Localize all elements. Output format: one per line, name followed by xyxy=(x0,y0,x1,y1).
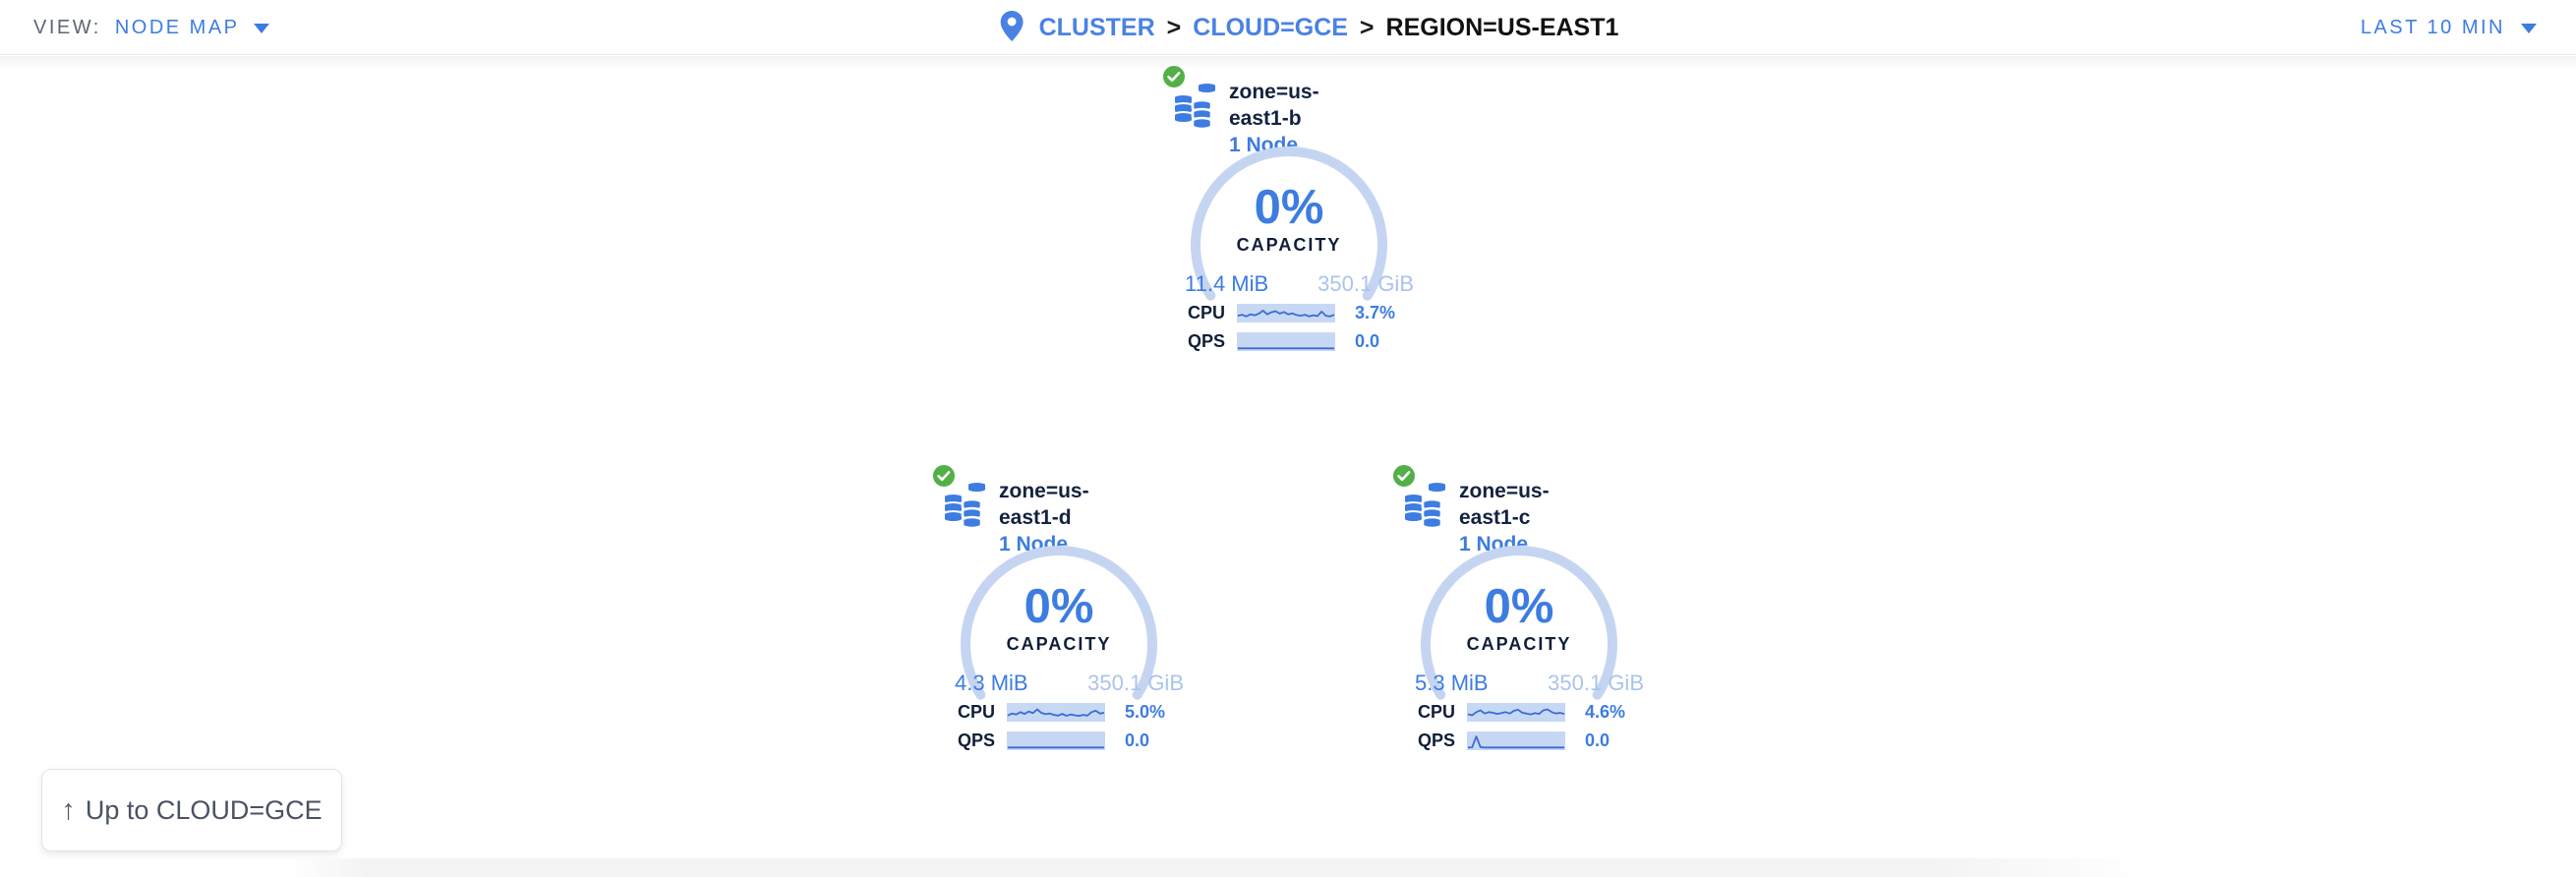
up-button-label: Up to CLOUD=GCE xyxy=(85,794,322,825)
qps-label: QPS xyxy=(957,730,995,750)
cpu-label: CPU xyxy=(957,701,995,722)
cpu-value: 4.6% xyxy=(1585,701,1626,722)
qps-metric-row: QPS 0.0 xyxy=(930,731,1188,750)
breadcrumb-separator: > xyxy=(1359,13,1375,41)
view-selected-value: NODE MAP xyxy=(114,16,240,38)
healthy-check-icon xyxy=(931,463,957,489)
capacity-used-value: 11.4 MiB xyxy=(1185,271,1269,296)
capacity-used-value: 4.3 MiB xyxy=(955,671,1028,695)
cpu-metric-row: CPU 4.6% xyxy=(1390,702,1648,722)
zone-card-titles: zone=us-east1-c 1 Node xyxy=(1459,478,1550,557)
capacity-label: CAPACITY xyxy=(1006,634,1112,654)
up-to-parent-button[interactable]: ↑ Up to CLOUD=GCE xyxy=(41,769,342,851)
capacity-values-row: 11.4 MiB 350.1 GiB xyxy=(1185,271,1414,297)
capacity-label: CAPACITY xyxy=(1236,235,1342,255)
qps-sparkline xyxy=(1237,331,1335,351)
view-selector[interactable]: VIEW: NODE MAP xyxy=(33,0,269,55)
zone-title: zone=us-east1-b xyxy=(1229,81,1319,130)
cpu-value: 5.0% xyxy=(1125,701,1166,722)
qps-label: QPS xyxy=(1187,330,1225,351)
breadcrumb-item-cloud-gce[interactable]: CLOUD=GCE xyxy=(1193,13,1348,41)
chevron-down-icon xyxy=(253,24,269,33)
cpu-value: 3.7% xyxy=(1355,302,1396,322)
cpu-sparkline xyxy=(1237,303,1335,322)
qps-label: QPS xyxy=(1417,730,1455,750)
capacity-values-row: 4.3 MiB 350.1 GiB xyxy=(955,671,1184,696)
capacity-total-value: 350.1 GiB xyxy=(1548,671,1644,695)
capacity-percent: 0% xyxy=(1024,580,1094,633)
breadcrumb-separator: > xyxy=(1166,13,1182,41)
capacity-percent: 0% xyxy=(1484,580,1554,633)
cpu-metric-row: CPU 3.7% xyxy=(1160,303,1418,322)
database-stack-icon xyxy=(943,482,987,530)
capacity-gauge: 0% CAPACITY xyxy=(1416,541,1622,747)
qps-value: 0.0 xyxy=(1585,730,1610,750)
location-pin-icon xyxy=(1000,10,1024,41)
cpu-metric-row: CPU 5.0% xyxy=(930,702,1188,722)
capacity-percent: 0% xyxy=(1254,181,1324,234)
up-arrow-icon: ↑ xyxy=(61,793,76,826)
capacity-total-value: 350.1 GiB xyxy=(1317,271,1414,296)
breadcrumb-item-cluster[interactable]: CLUSTER xyxy=(1038,13,1155,41)
qps-sparkline xyxy=(1007,731,1105,750)
qps-metric-row: QPS 0.0 xyxy=(1390,731,1648,750)
time-range-value: LAST 10 MIN xyxy=(2360,16,2505,38)
capacity-total-value: 350.1 GiB xyxy=(1087,671,1184,695)
qps-value: 0.0 xyxy=(1125,730,1150,750)
capacity-values-row: 5.3 MiB 350.1 GiB xyxy=(1415,671,1644,696)
database-stack-icon xyxy=(1403,482,1447,530)
capacity-used-value: 5.3 MiB xyxy=(1415,671,1489,695)
cpu-label: CPU xyxy=(1417,701,1455,722)
zone-title: zone=us-east1-d xyxy=(999,480,1089,529)
database-stack-icon xyxy=(1173,83,1217,131)
topbar: VIEW: NODE MAP CLUSTER > CLOUD=GCE > REG… xyxy=(0,0,2576,70)
chevron-down-icon xyxy=(2521,24,2537,33)
zone-title: zone=us-east1-c xyxy=(1459,480,1550,529)
capacity-gauge: 0% CAPACITY xyxy=(1186,142,1392,348)
zone-card-us-east1-c[interactable]: zone=us-east1-c 1 Node 0% CAPACITY 5.3 M… xyxy=(1390,462,1648,762)
cpu-label: CPU xyxy=(1187,302,1225,322)
view-label: VIEW: xyxy=(33,16,101,38)
zone-card-us-east1-b[interactable]: zone=us-east1-b 1 Node 0% CAPACITY 11.4 … xyxy=(1160,63,1418,363)
qps-metric-row: QPS 0.0 xyxy=(1160,331,1418,351)
map-bottom-edge xyxy=(291,858,2149,877)
time-range-selector[interactable]: LAST 10 MIN xyxy=(2361,0,2537,55)
breadcrumb: CLUSTER > CLOUD=GCE > REGION=US-EAST1 xyxy=(1000,0,1619,55)
capacity-gauge: 0% CAPACITY xyxy=(956,541,1162,747)
zone-card-us-east1-d[interactable]: zone=us-east1-d 1 Node 0% CAPACITY 4.3 M… xyxy=(930,462,1188,762)
qps-sparkline xyxy=(1467,731,1565,750)
capacity-label: CAPACITY xyxy=(1466,634,1572,654)
breadcrumb-item-region-current: REGION=US-EAST1 xyxy=(1385,13,1619,41)
healthy-check-icon xyxy=(1161,64,1187,89)
healthy-check-icon xyxy=(1391,463,1417,489)
cpu-sparkline xyxy=(1007,702,1105,722)
capacity-arc xyxy=(1421,546,1617,700)
capacity-arc xyxy=(961,546,1157,700)
cpu-sparkline xyxy=(1467,702,1565,722)
capacity-arc xyxy=(1191,146,1387,301)
zone-card-titles: zone=us-east1-b 1 Node xyxy=(1229,79,1319,158)
qps-value: 0.0 xyxy=(1355,330,1380,351)
